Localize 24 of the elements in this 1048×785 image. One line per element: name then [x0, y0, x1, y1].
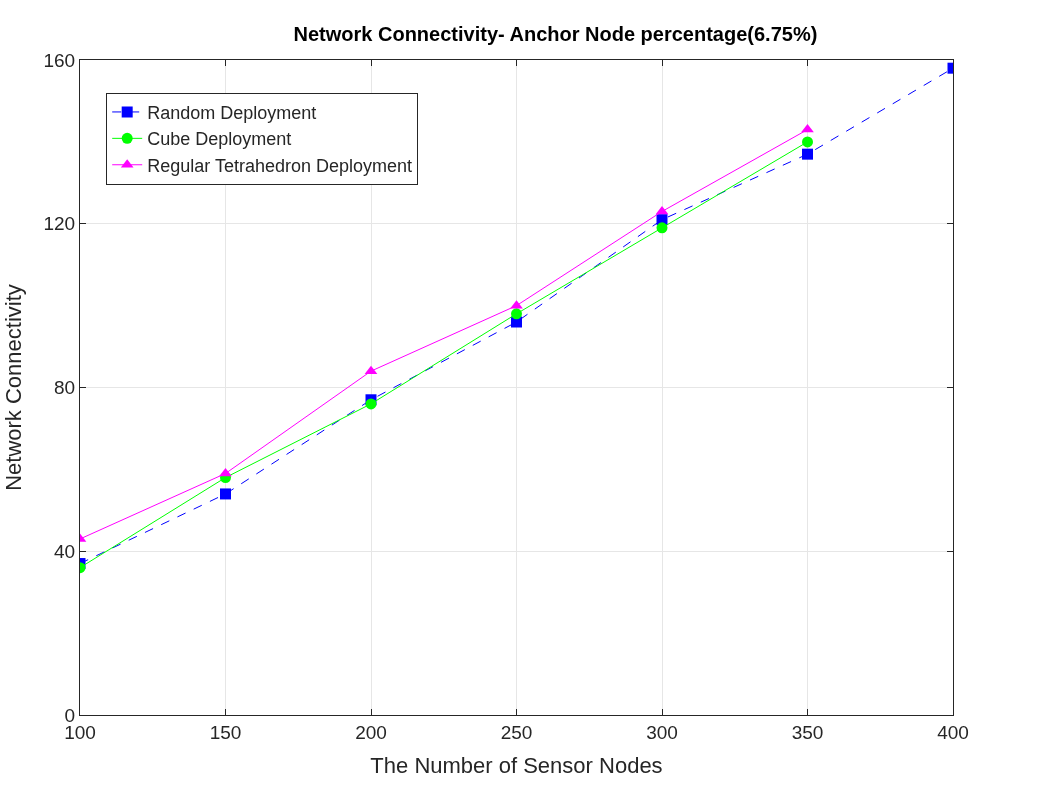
x-tick-label: 250	[500, 721, 533, 743]
chart-title: Network Connectivity- Anchor Node percentage(6.75%)	[293, 23, 818, 46]
point	[220, 488, 231, 500]
point	[802, 136, 813, 148]
y-axis-title: Network Connectivity	[1, 284, 27, 491]
x-tick-label: 300	[646, 721, 678, 743]
y-tick-label: 40	[54, 540, 76, 562]
legend-label: Regular Tetrahedron Deployment	[147, 155, 413, 176]
x-tick-label: 400	[937, 721, 969, 743]
y-tick-label: 120	[43, 213, 76, 235]
point	[656, 222, 668, 234]
point	[219, 467, 232, 477]
y-tick-label: 80	[54, 377, 76, 399]
point	[802, 148, 813, 160]
point	[365, 398, 377, 410]
x-tick-label: 200	[355, 721, 387, 743]
legend-label: Random Deployment	[147, 102, 317, 123]
legend-label: Cube Deployment	[147, 129, 292, 150]
x-tick-label: 350	[791, 721, 824, 743]
x-tick-label: 150	[209, 721, 242, 743]
point	[511, 308, 522, 320]
point	[655, 205, 669, 215]
y-tick-label: 160	[43, 49, 76, 71]
x-axis-title: The Number of Sensor Nodes	[370, 752, 663, 778]
